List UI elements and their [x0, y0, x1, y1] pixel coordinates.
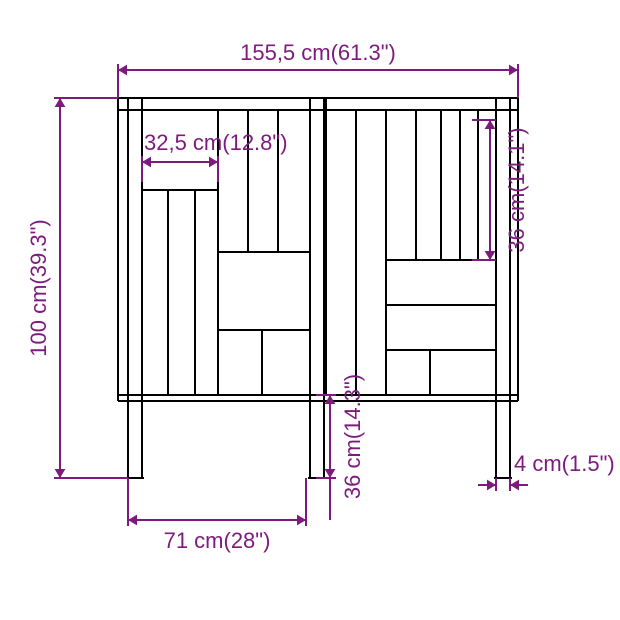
dim-4-label: 4 cm(1.5"): [514, 451, 615, 476]
dim-71-label: 71 cm(28"): [164, 528, 271, 553]
dim-36-mid-label: 36 cm(14.3"): [340, 374, 365, 499]
dim-36-top: 36 cm(14.1"): [472, 120, 529, 260]
dim-325-label: 32,5 cm(12.8"): [144, 130, 288, 155]
dim-36-top-label: 36 cm(14.1"): [504, 127, 529, 252]
dim-325: 32,5 cm(12.8"): [142, 130, 288, 182]
dim-height-left: 100 cm(39.3"): [26, 98, 128, 478]
headboard-diagram: [118, 98, 518, 478]
dim-height-left-label: 100 cm(39.3"): [26, 219, 51, 356]
dim-width-top-label: 155,5 cm(61.3"): [240, 40, 396, 65]
dim-4: 4 cm(1.5"): [478, 451, 615, 491]
dim-width-top: 155,5 cm(61.3"): [118, 40, 518, 98]
dim-71: 71 cm(28"): [128, 478, 306, 553]
